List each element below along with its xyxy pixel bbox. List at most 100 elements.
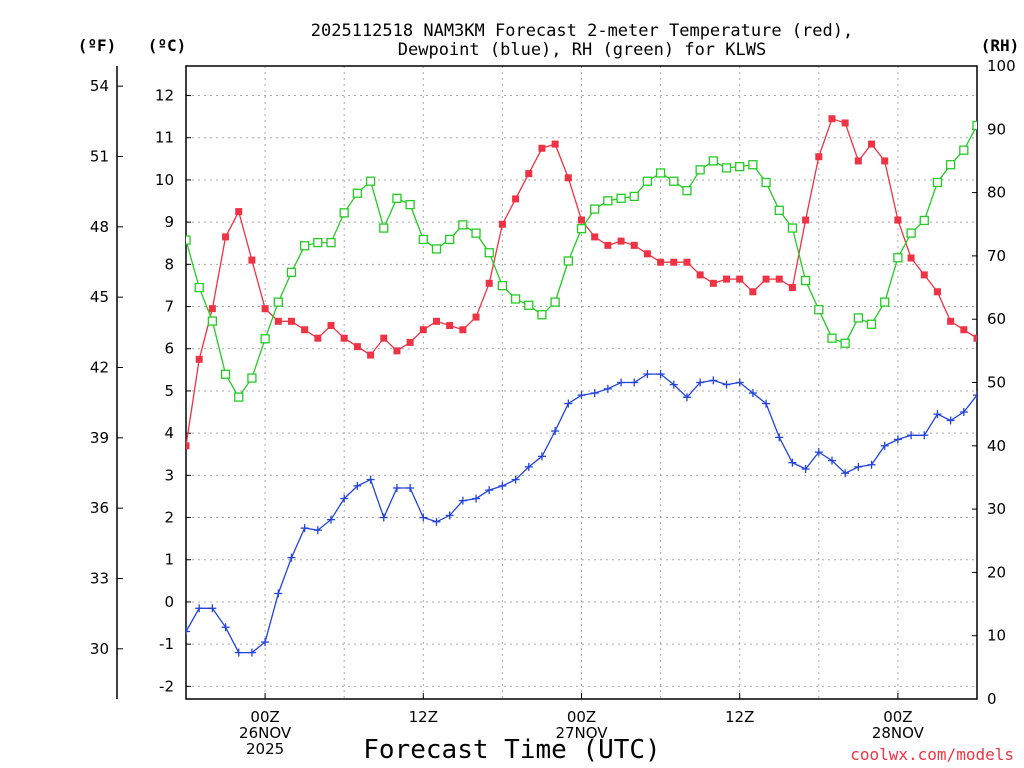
temperature-point (274, 317, 282, 325)
rh-tick-label: 60 (987, 310, 1006, 328)
x-tick-label: 26NOV (239, 724, 292, 742)
c-tick-label: 2 (164, 509, 174, 527)
dewpoint-point (511, 475, 520, 484)
dewpoint-point (313, 526, 322, 535)
rh-point (431, 244, 442, 254)
chart-title-line2: Dewpoint (blue), RH (green) for KLWS (398, 40, 766, 60)
temperature-point (235, 208, 243, 216)
rh-point (445, 234, 455, 245)
rh-tick-label: 50 (987, 374, 1006, 392)
rh-point (247, 373, 257, 383)
dewpoint-point (300, 524, 309, 533)
rh-point (273, 297, 283, 307)
dewpoint-point (406, 484, 415, 492)
rh-point (774, 205, 784, 215)
rh-point (721, 163, 732, 173)
rh-point (972, 120, 977, 131)
c-tick-label: -1 (159, 635, 174, 653)
temperature-point (788, 284, 796, 292)
dewpoint-point (221, 623, 230, 632)
temperature-point (222, 233, 230, 241)
x-tick-label: 12Z (409, 708, 438, 726)
rh-point (352, 188, 363, 198)
rh-tick-label: 10 (987, 627, 1006, 645)
temperature-point (353, 343, 361, 351)
dewpoint-point (709, 376, 718, 385)
rh-point (748, 160, 758, 170)
f-tick-label: 39 (90, 429, 109, 447)
temperature-point (960, 326, 968, 334)
rh-point (787, 223, 798, 233)
temperature-point (894, 216, 902, 224)
rh-point (642, 176, 653, 186)
temperature-point (459, 326, 467, 334)
dewpoint-point (801, 465, 810, 474)
dewpoint-point (366, 475, 375, 484)
temperature-point (525, 170, 533, 178)
temperature-point (749, 288, 757, 296)
dewpoint-point (880, 441, 889, 450)
temperature-point (446, 322, 454, 330)
rh-point (616, 193, 626, 203)
dewpoint-point (841, 469, 850, 478)
rh-tick-label: 30 (987, 500, 1006, 518)
temperature-point (261, 305, 269, 313)
dewpoint-point (564, 399, 573, 408)
dewpoint-point (261, 638, 270, 647)
dewpoint-point (577, 391, 586, 400)
temperature-point (696, 271, 704, 279)
temperature-point (327, 322, 335, 330)
temperature-point (287, 317, 295, 325)
dewpoint-point (274, 589, 283, 598)
temperature-point (709, 279, 717, 287)
credit-text: coolwx.com/models (850, 745, 1014, 764)
temperature-point (907, 254, 915, 262)
temperature-point (775, 275, 783, 283)
rh-point (655, 168, 666, 178)
dewpoint-point (208, 604, 217, 613)
rh-point (260, 334, 270, 344)
temperature-point (683, 258, 691, 266)
dewpoint-point (959, 408, 968, 417)
x-tick-label: 12Z (725, 708, 754, 726)
rh-point (590, 204, 600, 214)
temperature-series (186, 115, 977, 450)
rh-point (853, 313, 863, 323)
c-tick-label: -2 (159, 677, 174, 695)
c-tick-label: 0 (164, 593, 174, 611)
dewpoint-point (973, 391, 977, 400)
rh-point (827, 333, 837, 343)
dewpoint-point (788, 458, 797, 467)
rh-point (299, 241, 310, 251)
c-tick-label: 5 (164, 382, 174, 400)
rh-point (379, 223, 389, 233)
rh-series (186, 120, 977, 402)
x-tick-label: 27NOV (555, 724, 608, 742)
temperature-point (432, 317, 440, 325)
rh-point (313, 237, 323, 248)
rh-point (945, 160, 956, 170)
dewpoint-point (551, 427, 560, 436)
rh-tick-label: 20 (987, 563, 1006, 581)
rh-tick-label: 100 (987, 57, 1016, 75)
temperature-point (868, 140, 876, 148)
celsius-unit-label: (ºC) (148, 36, 187, 55)
dewpoint-point (748, 389, 757, 398)
temperature-point (723, 275, 731, 283)
dewpoint-point (682, 393, 691, 402)
rh-point (194, 282, 204, 293)
temperature-point (933, 288, 941, 296)
rh-point (524, 300, 534, 310)
temperature-point (248, 256, 256, 264)
temperature-point (630, 241, 638, 249)
temperature-point (973, 334, 977, 342)
dewpoint-point (432, 517, 441, 526)
dewpoint-point (656, 370, 665, 379)
dewpoint-point (340, 494, 349, 503)
dewpoint-point (867, 460, 876, 469)
rh-point (510, 294, 521, 304)
dewpoint-point (814, 448, 823, 457)
rh-point (735, 161, 745, 172)
